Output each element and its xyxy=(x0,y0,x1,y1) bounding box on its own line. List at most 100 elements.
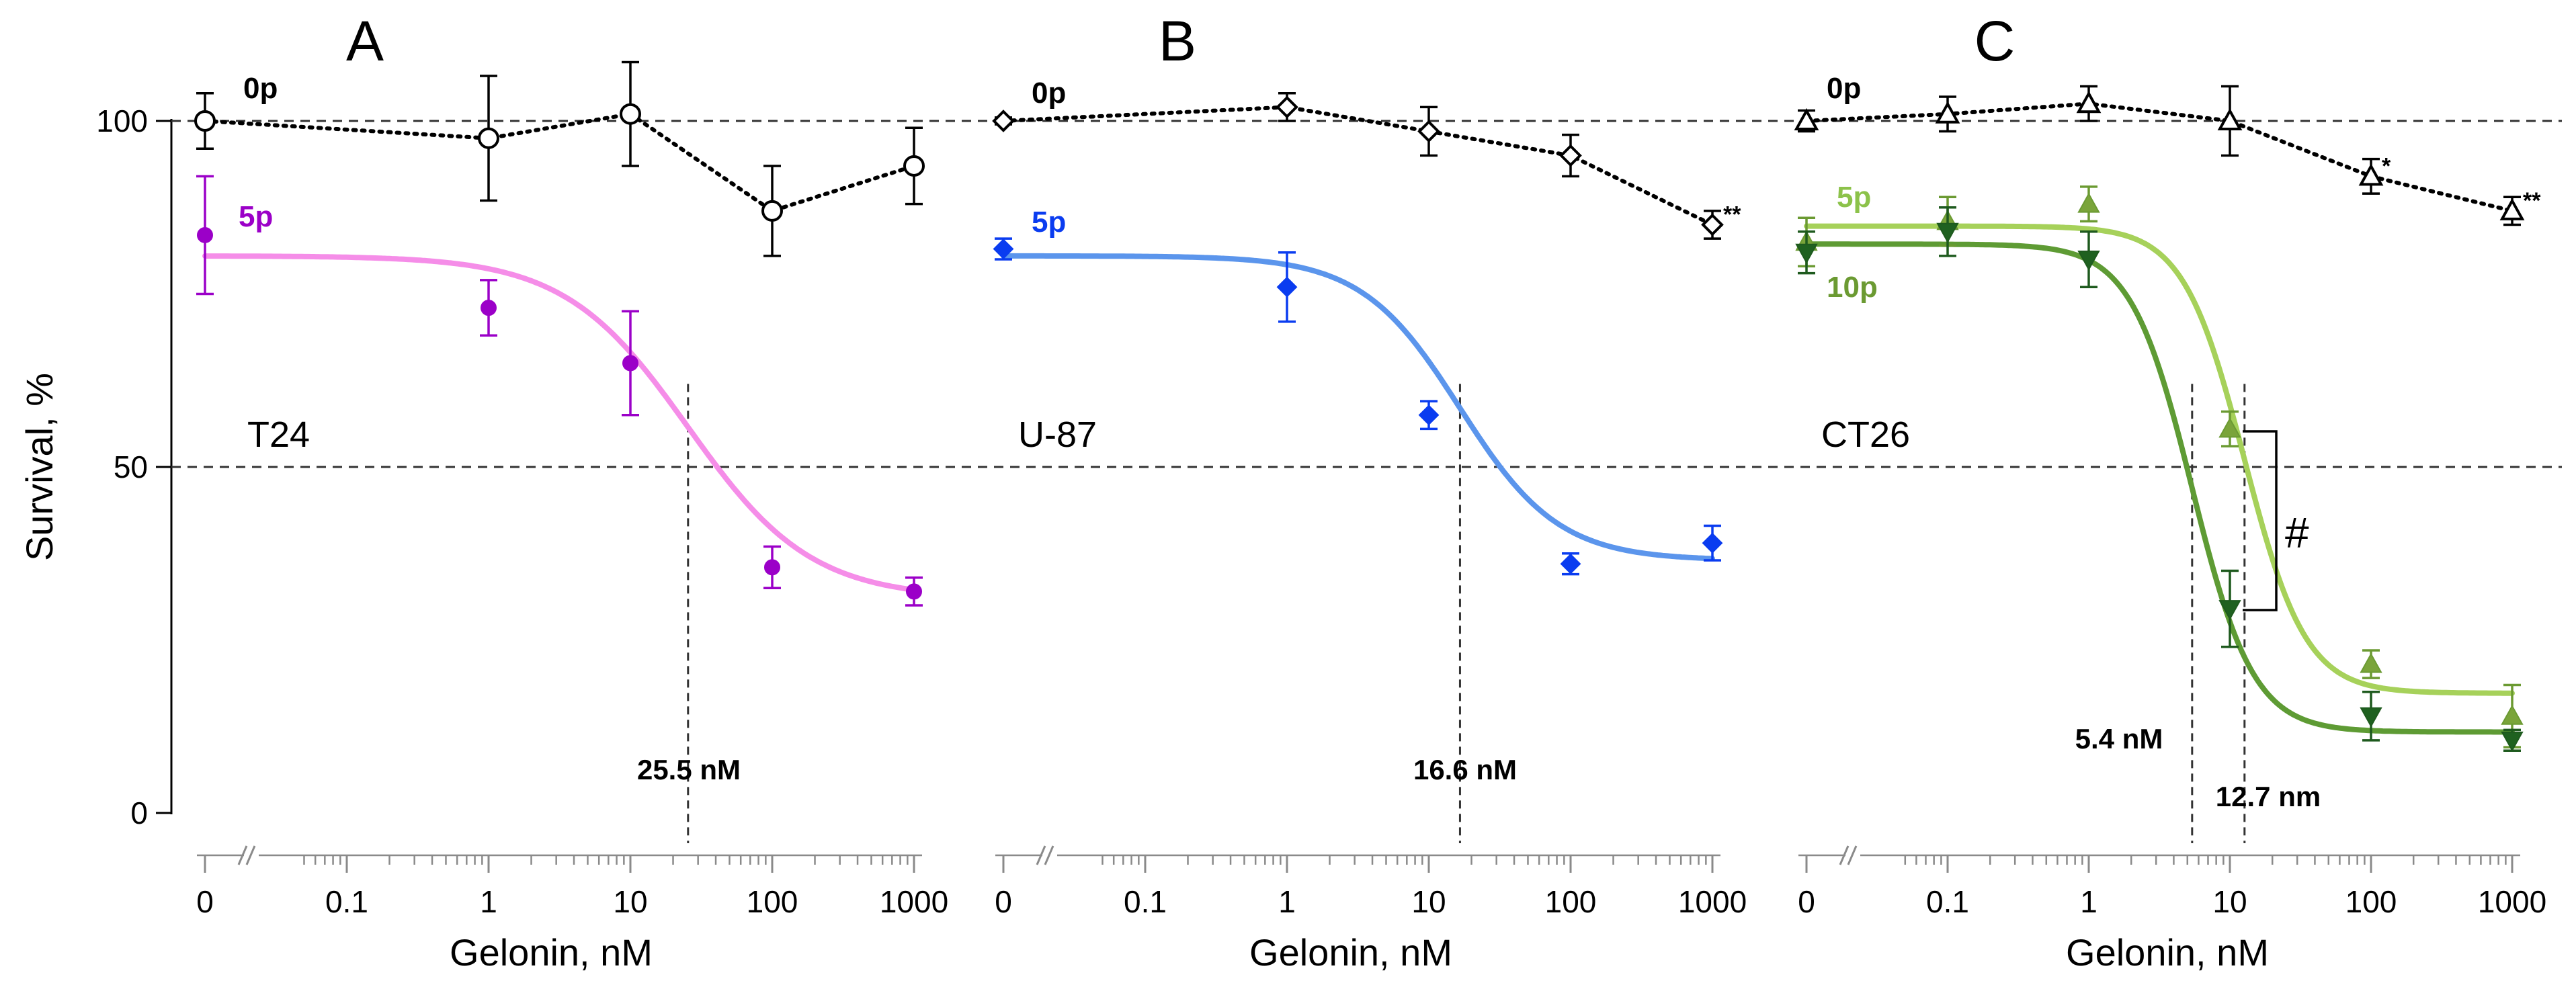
x-axis-c: 0 0.1 1 10 100 1000 xyxy=(1798,384,2546,919)
series-label-0p-b: 0p xyxy=(1032,77,1066,110)
x-tick-label-b: 100 xyxy=(1545,884,1597,919)
x-tick-label-a: 1 xyxy=(480,884,497,919)
x-tick-label-c: 10 xyxy=(2212,884,2247,919)
data-point-0p-c xyxy=(1794,108,1819,130)
series-label-5p-c: 5p xyxy=(1837,181,1871,214)
panel-letter-b: B xyxy=(1159,9,1196,73)
data-points-a xyxy=(194,60,925,607)
series-label-10p-c: 10p xyxy=(1827,271,1878,304)
data-point-5p-a xyxy=(764,559,780,576)
fit-curves-b xyxy=(1001,253,1715,562)
control-line-0p-c xyxy=(1804,101,2514,213)
data-point-0p-a xyxy=(903,155,925,177)
x-tick-label-a: 0 xyxy=(196,884,214,919)
significance-bracket xyxy=(2243,430,2278,611)
panel-letter-c: C xyxy=(1975,9,2016,73)
ic50-label-a: 25.5 nM xyxy=(637,754,741,785)
data-point-10p-c xyxy=(2218,600,2241,621)
data-point-5p-a xyxy=(622,355,638,372)
ic50-label-5p4: 5.4 nM xyxy=(2075,723,2163,755)
x-tick-label-b: 1000 xyxy=(1678,884,1747,919)
y-tick-label-0: 0 xyxy=(130,796,148,830)
series-label-0p-a: 0p xyxy=(243,72,278,105)
significance-hash: # xyxy=(2285,509,2309,557)
data-points-b: ** xyxy=(992,92,1741,576)
series-label-5p-b: 5p xyxy=(1032,206,1066,239)
data-point-5p-b xyxy=(1560,553,1581,574)
x-tick-label-a: 1000 xyxy=(880,884,948,919)
panel-c: C CT26 Gelonin, nM 0 0.1 1 10 100 1000 *** 0p… xyxy=(1794,9,2546,974)
data-point-10p-c xyxy=(2501,731,2524,752)
data-point-5p-c xyxy=(2077,192,2100,213)
cell-line-label-b: U-87 xyxy=(1018,415,1097,455)
x-axis-break-b xyxy=(1036,845,1054,865)
data-point-0p-a xyxy=(620,103,641,125)
x-tick-label-c: 0 xyxy=(1798,884,1815,919)
cell-line-label-a: T24 xyxy=(247,415,310,455)
ic50-label-12p7: 12.7 nm xyxy=(2216,781,2321,812)
data-point-5p-a xyxy=(197,226,213,243)
data-point-0p-c xyxy=(1935,101,1960,124)
data-point-10p-c xyxy=(1795,243,1818,264)
ic50-label-b: 16.6 nM xyxy=(1413,754,1517,785)
significance-marker-b: ** xyxy=(1723,202,1741,228)
data-point-0p-c xyxy=(2076,91,2102,114)
data-point-5p-c xyxy=(2501,704,2524,725)
control-series-b xyxy=(1001,105,1714,227)
significance-marker-c: * xyxy=(2382,153,2391,179)
data-point-0p-c xyxy=(2217,108,2243,130)
cell-line-label-c: CT26 xyxy=(1821,415,1910,455)
data-point-0p-c xyxy=(2358,163,2384,186)
fit-curve-5p-c xyxy=(1804,223,2515,696)
x-axis-a: 0 0.1 1 10 100 1000 xyxy=(196,384,948,919)
data-point-5p-b xyxy=(1702,532,1723,554)
series-label-0p-c: 0p xyxy=(1827,72,1861,105)
x-tick-label-a: 10 xyxy=(613,884,647,919)
data-point-5p-c xyxy=(2360,652,2382,673)
x-tick-label-a: 100 xyxy=(747,884,798,919)
y-tick-label-50: 50 xyxy=(114,449,148,484)
y-tick-label-100: 100 xyxy=(96,103,148,138)
data-point-5p-a xyxy=(481,300,497,316)
x-tick-label-c: 100 xyxy=(2345,884,2397,919)
x-tick-label-b: 1 xyxy=(1278,884,1296,919)
data-point-0p-c xyxy=(2499,198,2525,220)
control-series-a xyxy=(203,112,916,214)
x-axis-title-a: Gelonin, nM xyxy=(450,931,653,974)
data-point-10p-c xyxy=(1936,222,1959,243)
fit-curve-5p-b xyxy=(1001,253,1715,562)
data-point-0p-b xyxy=(1559,144,1582,167)
x-tick-label-b: 0.1 xyxy=(1124,884,1167,919)
x-axis-title-c: Gelonin, nM xyxy=(2066,931,2269,974)
data-point-5p-b xyxy=(1418,404,1440,426)
x-axis-title-b: Gelonin, nM xyxy=(1249,931,1452,974)
significance-marker-c: ** xyxy=(2523,188,2541,214)
data-point-0p-b xyxy=(1701,213,1724,236)
control-line-0p-b xyxy=(1001,105,1714,227)
x-tick-label-a: 0.1 xyxy=(325,884,368,919)
fit-curves-a xyxy=(202,253,917,593)
data-point-10p-c xyxy=(2360,707,2382,728)
x-axis-break-a xyxy=(237,845,256,865)
panel-b: B U-87 Gelonin, nM 0 0.1 1 10 100 1000 ** 0p … xyxy=(992,9,1747,974)
x-tick-label-b: 0 xyxy=(995,884,1012,919)
y-axis-title: Survival, % xyxy=(18,373,60,561)
series-label-5p-a: 5p xyxy=(239,200,273,233)
data-point-0p-b xyxy=(1276,95,1298,119)
x-axis-b: 0 0.1 1 10 100 1000 xyxy=(995,384,1747,919)
fit-curve-10p-c xyxy=(1804,241,2515,735)
data-point-5p-c xyxy=(2218,417,2241,438)
x-tick-label-b: 10 xyxy=(1411,884,1446,919)
data-points-c: *** xyxy=(1794,85,2541,752)
data-point-0p-a xyxy=(761,200,783,222)
control-series-c xyxy=(1804,101,2514,213)
control-line-0p-a xyxy=(203,112,916,214)
data-point-10p-c xyxy=(2077,251,2100,271)
panel-letter-a: A xyxy=(346,9,384,73)
data-point-5p-b xyxy=(993,239,1014,259)
data-point-5p-b xyxy=(1276,276,1298,298)
fit-curves-c xyxy=(1804,223,2515,735)
y-axis: 100 50 0 Survival, % xyxy=(18,103,173,830)
fit-curve-5p-a xyxy=(202,253,917,593)
